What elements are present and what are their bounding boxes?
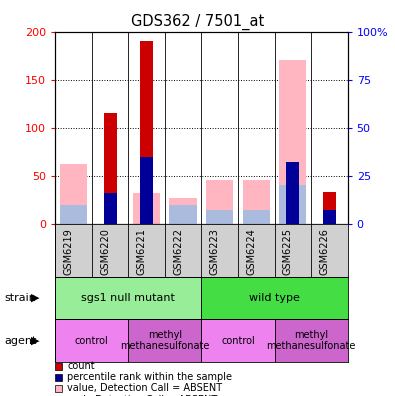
Text: methyl
methanesulfonate: methyl methanesulfonate xyxy=(266,330,356,351)
Text: ▶: ▶ xyxy=(31,335,40,346)
Text: agent: agent xyxy=(4,335,36,346)
Bar xyxy=(201,277,348,319)
Text: GDS362 / 7501_at: GDS362 / 7501_at xyxy=(131,14,264,30)
Bar xyxy=(286,162,299,224)
Text: strain: strain xyxy=(4,293,36,303)
Bar xyxy=(206,179,233,224)
Bar xyxy=(243,179,270,224)
Text: GSM6223: GSM6223 xyxy=(210,228,220,275)
Bar xyxy=(206,210,233,224)
Bar xyxy=(60,164,87,224)
Bar xyxy=(279,185,307,224)
Text: control: control xyxy=(75,335,109,346)
Bar xyxy=(60,204,87,224)
Text: GSM6220: GSM6220 xyxy=(100,228,110,275)
Bar xyxy=(275,319,348,362)
Text: GSM6222: GSM6222 xyxy=(173,228,183,275)
Text: count: count xyxy=(67,361,95,371)
Text: GSM6219: GSM6219 xyxy=(64,228,73,275)
Bar xyxy=(201,319,275,362)
Text: ▶: ▶ xyxy=(31,293,40,303)
Bar xyxy=(55,277,201,319)
Text: control: control xyxy=(221,335,255,346)
Bar xyxy=(140,156,153,224)
Bar xyxy=(243,210,270,224)
Bar xyxy=(140,41,153,224)
Bar xyxy=(55,319,128,362)
Bar xyxy=(323,192,336,224)
Bar xyxy=(169,204,197,224)
Text: sgs1 null mutant: sgs1 null mutant xyxy=(81,293,175,303)
Bar xyxy=(323,210,336,224)
Bar xyxy=(104,113,117,224)
Bar xyxy=(128,319,201,362)
Text: GSM6221: GSM6221 xyxy=(137,228,147,275)
Text: GSM6224: GSM6224 xyxy=(246,228,256,275)
Bar xyxy=(169,198,197,224)
Text: wild type: wild type xyxy=(249,293,300,303)
Text: GSM6225: GSM6225 xyxy=(283,228,293,275)
Text: value, Detection Call = ABSENT: value, Detection Call = ABSENT xyxy=(67,383,222,394)
Text: GSM6226: GSM6226 xyxy=(319,228,329,275)
Text: methyl
methanesulfonate: methyl methanesulfonate xyxy=(120,330,210,351)
Bar xyxy=(279,61,307,224)
Text: percentile rank within the sample: percentile rank within the sample xyxy=(67,372,232,383)
Bar xyxy=(104,193,117,224)
Text: rank, Detection Call = ABSENT: rank, Detection Call = ABSENT xyxy=(67,394,217,396)
Bar xyxy=(133,193,160,224)
